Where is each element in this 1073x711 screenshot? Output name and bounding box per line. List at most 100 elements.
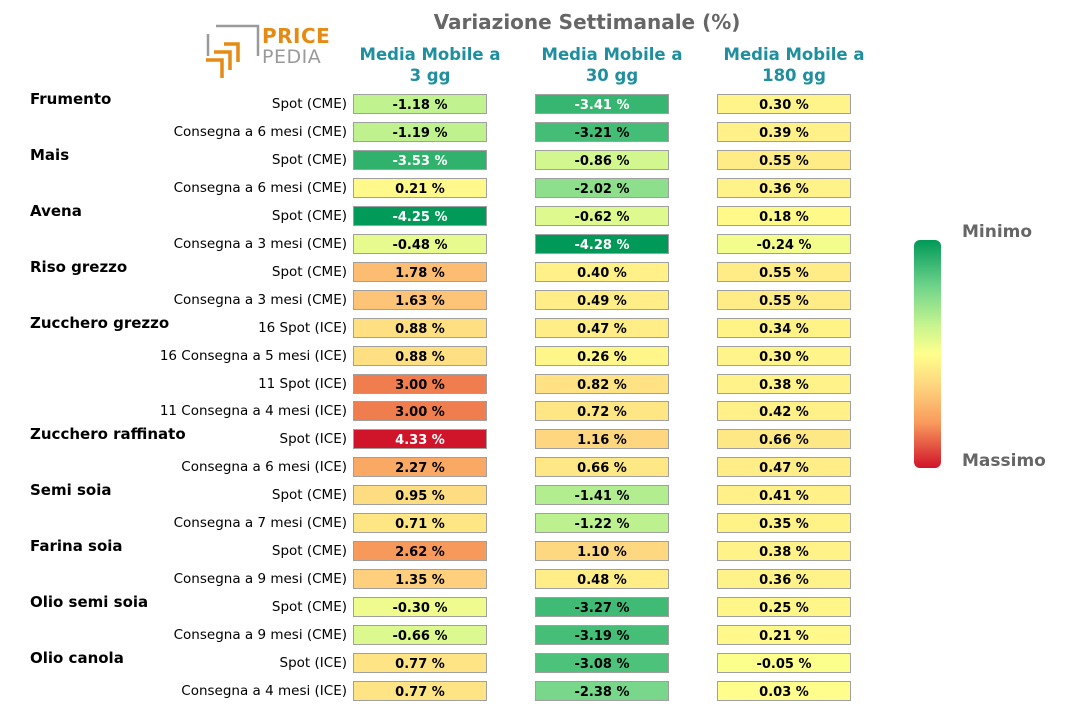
cell-value-label: 0.55 % <box>759 265 809 281</box>
heatmap-cell: 0.77 % <box>353 680 487 701</box>
row-label: Consegna a 3 mesi (CME) <box>173 235 347 252</box>
cell-value-label: -3.27 % <box>574 601 630 617</box>
cell-value-label: -3.53 % <box>392 153 448 169</box>
heatmap-cell: 2.62 % <box>353 541 487 562</box>
row-label: Spot (CME) <box>271 207 347 224</box>
cell-value-label: -1.22 % <box>574 517 630 533</box>
cell-value-label: 0.88 % <box>395 321 445 337</box>
cell-value-label: 0.77 % <box>395 657 445 672</box>
cell-value-label: 2.27 % <box>395 461 445 477</box>
cell-value-label: 1.35 % <box>395 573 445 589</box>
heatmap-cell: 1.78 % <box>353 261 487 282</box>
cell-value-label: 0.36 % <box>759 181 809 197</box>
heatmap-cell: -1.22 % <box>535 513 669 534</box>
cell-value-label: -0.66 % <box>392 629 448 645</box>
cell-value-label: 1.78 % <box>395 265 445 281</box>
column-header-line: 30 gg <box>585 66 639 85</box>
heatmap-cell: -1.19 % <box>353 121 487 142</box>
cell-value-label: -1.41 % <box>574 489 630 505</box>
heatmap-cell: -0.24 % <box>717 233 851 254</box>
legend-min-label: Minimo <box>962 222 1033 242</box>
heatmap-cell: 0.30 % <box>717 94 851 114</box>
pricepedia-logo: PRICE PEDIA <box>204 22 334 82</box>
cell-value-label: -0.05 % <box>756 657 812 672</box>
color-scale-bar <box>914 240 941 468</box>
cell-value-label: 0.30 % <box>759 98 809 113</box>
heatmap-cell: 0.77 % <box>353 653 487 673</box>
heatmap-cell: 0.55 % <box>717 149 851 170</box>
heatmap-cell: 0.95 % <box>353 485 487 506</box>
cell-value-label: 0.47 % <box>759 461 809 477</box>
heatmap-cell: -4.28 % <box>535 233 669 254</box>
heatmap-cell: -0.66 % <box>353 625 487 646</box>
cell-value-label: 0.36 % <box>759 573 809 589</box>
row-label: Consegna a 6 mesi (CME) <box>173 123 347 140</box>
heatmap-cell: 0.55 % <box>717 289 851 310</box>
cell-value-label: -2.38 % <box>574 684 630 700</box>
column-header: Media Mobile a 180 gg <box>709 44 879 86</box>
cell-value-label: 0.55 % <box>759 293 809 309</box>
cell-value-label: 0.72 % <box>577 405 627 421</box>
cell-value-label: -3.19 % <box>574 629 630 645</box>
row-label: Spot (CME) <box>271 96 347 112</box>
column-header: Media Mobile a 3 gg <box>345 44 515 86</box>
row-label: Spot (ICE) <box>279 655 347 671</box>
cell-value-label: -3.41 % <box>574 98 630 113</box>
cell-value-label: 3.00 % <box>395 405 445 421</box>
heatmap-cell: -3.08 % <box>535 653 669 673</box>
cell-value-label: 0.66 % <box>759 433 809 449</box>
heatmap-cell: 0.47 % <box>535 317 669 338</box>
column-header: Media Mobile a 30 gg <box>527 44 697 86</box>
cell-value-label: -0.62 % <box>574 209 630 225</box>
cell-value-label: 4.33 % <box>395 433 445 449</box>
cell-value-label: 0.42 % <box>759 405 809 421</box>
heatmap-cell: 0.41 % <box>717 485 851 506</box>
row-label: Spot (CME) <box>271 151 347 168</box>
heatmap-cell: 0.34 % <box>717 317 851 338</box>
heatmap-cell: -0.86 % <box>535 149 669 170</box>
heatmap-cell: 0.39 % <box>717 121 851 142</box>
heatmap-cell: -4.25 % <box>353 205 487 226</box>
heatmap-cell: -0.30 % <box>353 597 487 618</box>
cell-value-label: 0.47 % <box>577 321 627 337</box>
group-label: Riso grezzo <box>30 257 128 276</box>
heatmap-cell: 0.88 % <box>353 317 487 338</box>
group-label: Frumento <box>30 90 112 108</box>
logo-mark <box>206 24 260 78</box>
heatmap-cell: 0.72 % <box>535 401 669 422</box>
heatmap-cell: 0.26 % <box>535 345 669 366</box>
heatmap-cell: -2.02 % <box>535 177 669 198</box>
column-header-line: Media Mobile a <box>723 45 865 64</box>
heatmap-cell: 0.21 % <box>353 177 487 198</box>
cell-value-label: -2.02 % <box>574 181 630 197</box>
heatmap-cell: 0.47 % <box>717 457 851 478</box>
cell-value-label: 0.39 % <box>759 125 809 141</box>
group-label: Semi soia <box>30 481 112 500</box>
group-label: Olio canola <box>30 649 124 667</box>
cell-value-label: -1.19 % <box>392 125 448 141</box>
heatmap-cell: 0.35 % <box>717 513 851 534</box>
row-label: Spot (CME) <box>271 263 347 280</box>
heatmap-cell: -3.41 % <box>535 94 669 114</box>
cell-value-label: 0.38 % <box>759 377 809 393</box>
cell-value-label: 0.21 % <box>395 181 445 197</box>
row-label: Spot (CME) <box>271 599 347 616</box>
cell-value-label: 1.63 % <box>395 293 445 309</box>
row-label: Consegna a 6 mesi (ICE) <box>181 459 347 476</box>
heatmap-cell: 0.30 % <box>717 345 851 366</box>
cell-value-label: 0.66 % <box>577 461 627 477</box>
cell-value-label: 0.95 % <box>395 489 445 505</box>
heatmap-cell: 0.82 % <box>535 373 669 394</box>
cell-value-label: 0.55 % <box>759 153 809 169</box>
heatmap-cell: -2.38 % <box>535 680 669 701</box>
row-label: Spot (CME) <box>271 487 347 504</box>
row-label: 16 Consegna a 5 mesi (ICE) <box>159 347 347 364</box>
column-header-line: 3 gg <box>409 66 451 85</box>
cell-value-label: 0.40 % <box>577 265 627 281</box>
cell-value-label: -4.28 % <box>574 237 630 253</box>
cell-value-label: 0.49 % <box>577 293 627 309</box>
heatmap-cell: 3.00 % <box>353 401 487 422</box>
cell-value-label: -1.18 % <box>392 98 448 113</box>
heatmap-cell: 0.21 % <box>717 625 851 646</box>
heatmap-cell: 0.25 % <box>717 597 851 618</box>
